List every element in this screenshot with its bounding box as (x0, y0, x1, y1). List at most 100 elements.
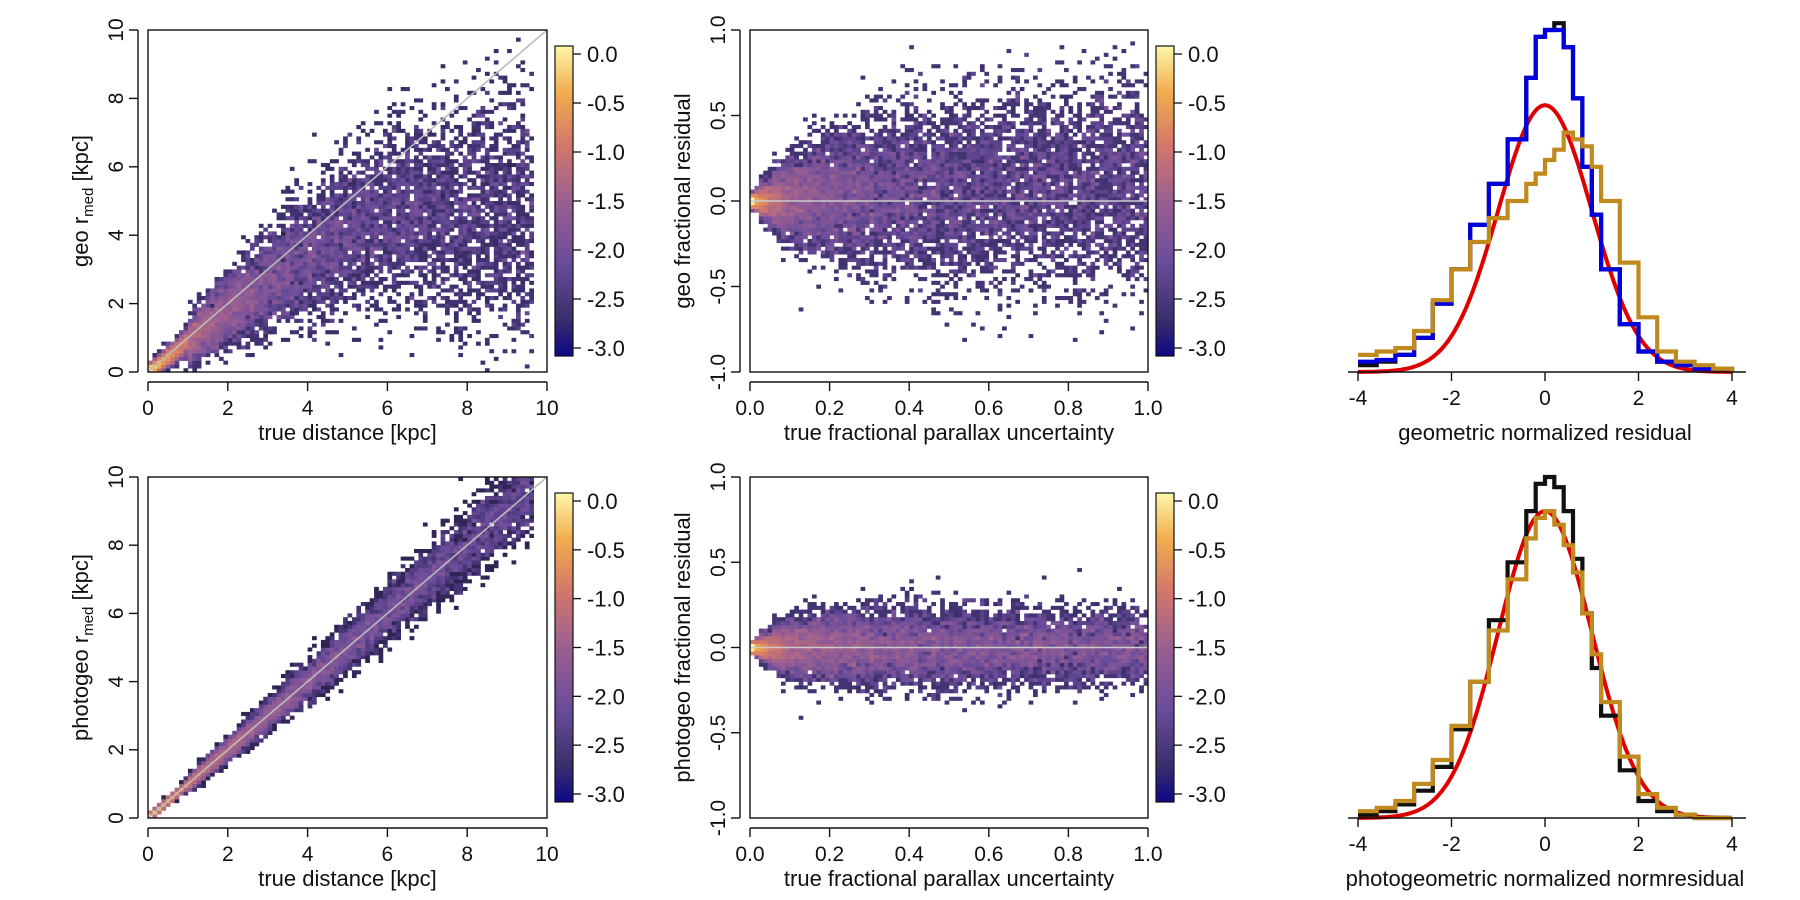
density-cell (993, 189, 998, 194)
density-cell (489, 125, 495, 130)
density-cell (471, 216, 477, 221)
density-cell (391, 277, 397, 282)
density-cell (1125, 242, 1131, 247)
density-cell (873, 201, 879, 206)
density-cell (458, 182, 464, 187)
density-cell (427, 155, 433, 160)
density-cell (993, 220, 998, 225)
density-cell (789, 170, 795, 175)
density-cell (400, 208, 406, 213)
density-cell (289, 265, 295, 270)
density-cell (957, 159, 963, 164)
density-cell (511, 246, 517, 251)
density-cell (343, 242, 348, 247)
density-cell (975, 280, 981, 285)
density-cell (307, 254, 313, 259)
density-cell (957, 166, 963, 171)
density-cell (369, 174, 375, 179)
density-cell (369, 227, 375, 232)
density-cell (453, 159, 459, 164)
density-cell (480, 193, 486, 198)
density-cell (851, 235, 857, 240)
density-cell (767, 178, 773, 183)
density-cell (414, 136, 419, 141)
density-cell (1041, 296, 1047, 301)
density-cell (825, 220, 830, 225)
density-cell (1121, 197, 1127, 202)
density-cell (249, 288, 255, 293)
density-cell (347, 220, 353, 225)
density-cell (183, 330, 189, 335)
density-cell (515, 121, 521, 126)
density-cell (196, 292, 202, 297)
density-cell (387, 299, 393, 304)
density-cell (1015, 208, 1021, 213)
density-cell (374, 280, 379, 285)
density-cell (298, 258, 304, 263)
density-cell (1002, 212, 1007, 217)
density-cell (1019, 204, 1025, 209)
density-cell (834, 239, 839, 244)
density-cell (847, 212, 853, 217)
density-cell (949, 189, 954, 194)
density-cell (904, 239, 910, 244)
density-cell (449, 284, 455, 289)
density-cell (758, 174, 764, 179)
density-cell (400, 269, 406, 274)
density-cell (369, 239, 375, 244)
density-cell (838, 204, 844, 209)
plot-frame (147, 29, 548, 373)
density-cell (869, 166, 875, 171)
density-cell (493, 132, 499, 137)
density-cell (1059, 189, 1065, 194)
density-cell (529, 299, 534, 304)
density-cell (1068, 163, 1074, 168)
density-cell (409, 235, 415, 240)
density-cell (325, 231, 331, 236)
density-cell (445, 258, 450, 263)
density-cell (489, 136, 495, 141)
density-cell (1006, 212, 1012, 217)
density-cell (196, 341, 202, 346)
density-cell (249, 315, 255, 320)
density-cell (794, 231, 799, 236)
density-cell (484, 121, 490, 126)
density-cell (891, 246, 897, 251)
density-cell (780, 220, 786, 225)
density-cell (409, 136, 415, 141)
density-cell (303, 220, 308, 225)
density-cell (489, 144, 495, 149)
density-cell (405, 170, 410, 175)
density-cell (493, 174, 499, 179)
density-cell (971, 223, 976, 228)
density-cell (940, 193, 945, 198)
density-cell (529, 155, 534, 160)
density-cell (1037, 174, 1043, 179)
density-cell (476, 311, 481, 316)
density-cell (453, 292, 459, 297)
density-cell (356, 277, 362, 282)
density-cell (1112, 220, 1118, 225)
density-cell (953, 216, 959, 221)
density-cell (926, 166, 932, 171)
density-cell (449, 239, 455, 244)
density-cell (320, 216, 326, 221)
density-cell (236, 250, 242, 255)
density-cell (1037, 182, 1043, 187)
density-cell (493, 246, 499, 251)
density-cell (1103, 185, 1109, 190)
density-cell (165, 345, 171, 350)
density-cell (520, 250, 526, 255)
density-cell (440, 170, 446, 175)
density-cell (993, 254, 998, 259)
density-cell (957, 231, 963, 236)
density-cell (263, 273, 268, 278)
density-cell (329, 250, 335, 255)
density-cell (329, 307, 335, 312)
density-cell (882, 299, 888, 304)
density-cell (1117, 223, 1122, 228)
density-cell (484, 151, 490, 156)
density-cell (418, 197, 424, 202)
density-cell (816, 204, 822, 209)
density-cell (391, 216, 397, 221)
